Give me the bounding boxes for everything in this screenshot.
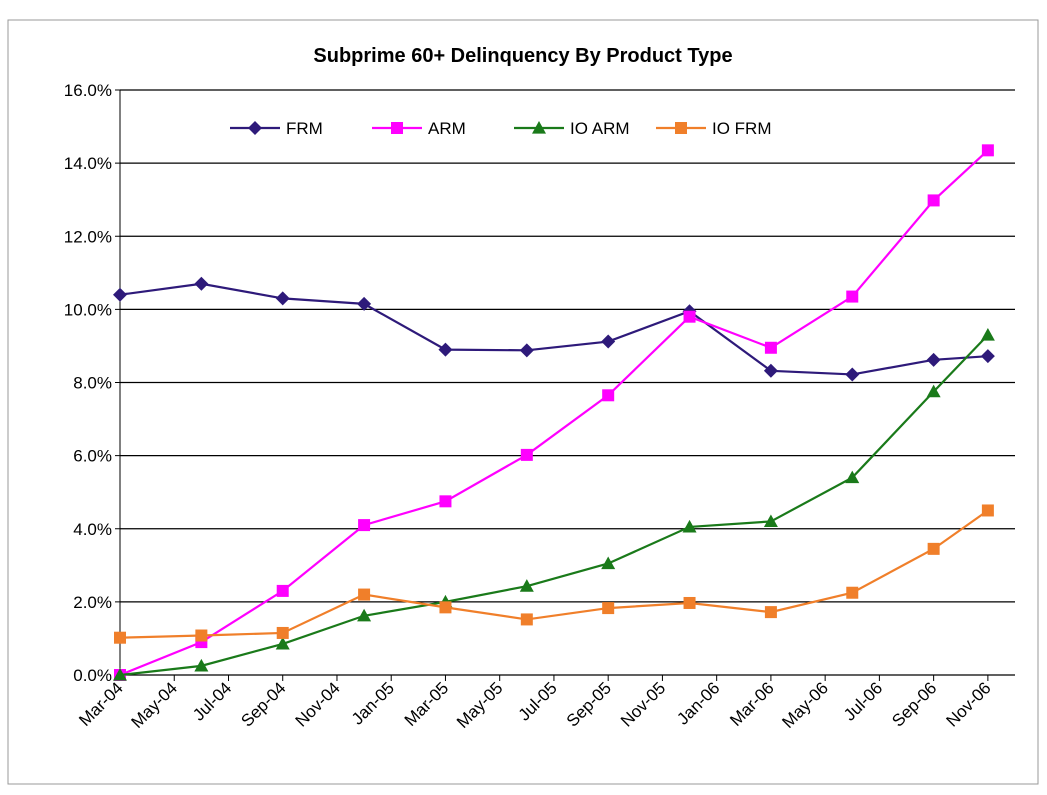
series-line — [119, 509, 989, 639]
data-point — [358, 519, 371, 532]
data-point — [683, 596, 696, 609]
data-point — [926, 384, 941, 398]
legend-marker — [675, 122, 687, 134]
data-point — [602, 389, 615, 402]
data-point — [439, 495, 452, 508]
data-point — [846, 290, 859, 303]
y-tick-label: 10.0% — [64, 300, 112, 319]
data-point — [357, 296, 372, 311]
data-point — [113, 668, 127, 681]
data-point — [926, 352, 941, 367]
data-point — [275, 636, 290, 650]
data-point — [845, 367, 860, 382]
legend-marker — [248, 121, 262, 135]
data-point — [114, 631, 126, 644]
data-point — [981, 504, 994, 517]
data-point — [194, 658, 209, 672]
data-point — [357, 608, 372, 622]
data-point — [520, 613, 533, 626]
data-point — [927, 194, 940, 207]
data-point — [980, 327, 995, 341]
chart-frame — [7, 19, 1039, 785]
legend-label: IO FRM — [712, 119, 772, 138]
series-line — [119, 149, 989, 677]
series-line — [119, 282, 988, 376]
data-point — [358, 588, 371, 601]
data-point — [763, 363, 778, 378]
data-point — [520, 448, 533, 461]
legend-label: ARM — [428, 119, 466, 138]
legend-marker — [532, 121, 546, 134]
legend-label: FRM — [286, 119, 323, 138]
data-point — [438, 342, 453, 357]
data-point — [927, 542, 940, 555]
data-point — [683, 310, 696, 323]
data-point — [764, 606, 777, 619]
data-point — [980, 349, 995, 364]
data-point — [601, 334, 616, 349]
y-tick-label: 14.0% — [64, 154, 112, 173]
chart-title: Subprime 60+ Delinquency By Product Type — [313, 45, 732, 67]
data-point — [439, 601, 452, 614]
legend-marker — [391, 122, 403, 134]
y-tick-label: 2.0% — [73, 593, 112, 612]
data-point — [275, 291, 290, 306]
data-point — [981, 144, 994, 157]
data-point — [113, 287, 127, 302]
y-tick-label: 0.0% — [73, 666, 112, 685]
series-line — [119, 334, 989, 677]
y-tick-label: 4.0% — [73, 520, 112, 539]
data-point — [519, 579, 534, 592]
data-point — [764, 341, 777, 354]
y-tick-label: 16.0% — [64, 81, 112, 100]
data-point — [276, 584, 289, 597]
y-tick-label: 8.0% — [73, 374, 112, 393]
data-point — [601, 556, 616, 570]
data-point — [519, 343, 534, 358]
data-point — [763, 514, 778, 528]
data-point — [845, 470, 860, 484]
data-point — [195, 629, 208, 642]
data-point — [846, 586, 859, 599]
y-tick-label: 6.0% — [73, 447, 112, 466]
data-point — [682, 519, 697, 533]
data-point — [276, 626, 289, 639]
data-point — [602, 602, 615, 615]
data-point — [194, 276, 209, 291]
y-tick-label: 12.0% — [64, 227, 112, 246]
legend-label: IO ARM — [570, 119, 630, 138]
